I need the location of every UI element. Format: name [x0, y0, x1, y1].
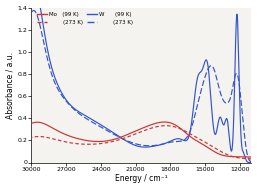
- Legend: Mo   (99 K),         (273 K), W      (99 K),         (273 K): Mo (99 K), (273 K), W (99 K), (273 K): [36, 12, 133, 26]
- X-axis label: Energy / cm⁻¹: Energy / cm⁻¹: [115, 174, 168, 184]
- Y-axis label: Absorbance / a.u.: Absorbance / a.u.: [6, 52, 15, 119]
